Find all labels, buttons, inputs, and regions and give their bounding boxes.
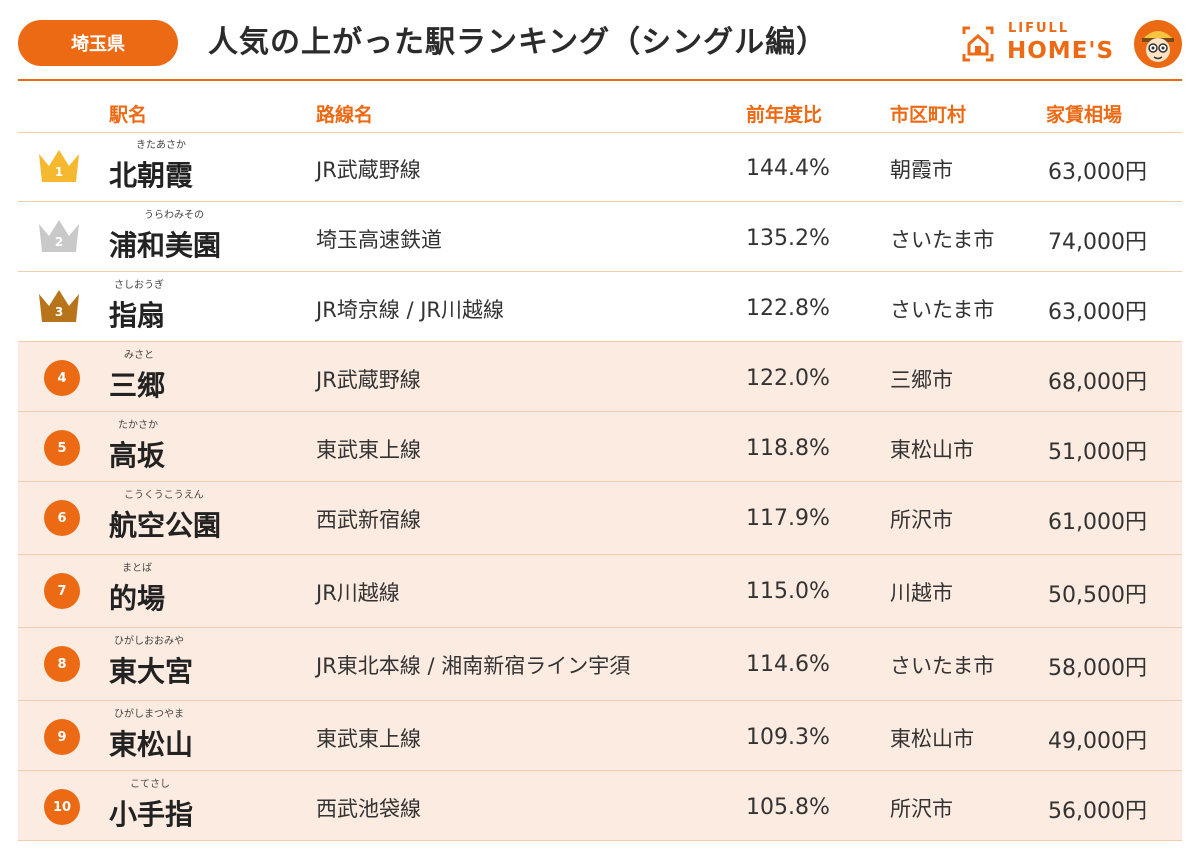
prefecture-badge-label: 埼玉県 — [71, 34, 125, 55]
rent-price: 58,000円 — [1048, 656, 1147, 681]
station-reading: ひがしまつやま — [114, 709, 184, 720]
yoy-percent: 135.2% — [746, 226, 830, 251]
station-name: 小手指 — [109, 798, 194, 831]
rent-price: 68,000円 — [1048, 370, 1147, 395]
header-station: 駅名 — [109, 104, 148, 126]
station-name: 航空公園 — [109, 509, 222, 542]
line-name: JR川越線 — [316, 581, 400, 605]
logo-text-lifull: LIFULL — [1008, 21, 1070, 36]
station-name: 三郷 — [109, 369, 166, 402]
city-name: さいたま市 — [890, 298, 995, 322]
bronze-crown-icon: 3 — [39, 290, 79, 322]
house-icon — [962, 26, 994, 62]
station-name: 東松山 — [109, 728, 194, 761]
line-name: JR東北本線 / 湘南新宿ライン宇須 — [316, 654, 631, 678]
rank-badge: 10 — [44, 789, 80, 825]
ranking-table: 1 きたあさか 北朝霞 JR武蔵野線 144.4% 朝霞市 63,000円 2 … — [18, 132, 1182, 841]
table-row: 3 さしおうぎ 指扇 JR埼京線 / JR川越線 122.8% さいたま市 63… — [18, 272, 1182, 342]
page-title: 人気の上がった駅ランキング（シングル編） — [208, 25, 828, 60]
rent-price: 51,000円 — [1048, 440, 1147, 465]
station-reading: まとば — [122, 563, 152, 574]
station-name: 的場 — [109, 582, 166, 615]
line-name: 埼玉高速鉄道 — [316, 228, 442, 252]
station-name: 高坂 — [109, 439, 166, 472]
yoy-percent: 122.8% — [746, 296, 830, 321]
rent-price: 63,000円 — [1048, 300, 1147, 325]
header-yoy: 前年度比 — [746, 104, 823, 126]
table-row: 5 たかさか 高坂 東武東上線 118.8% 東松山市 51,000円 — [18, 412, 1182, 482]
city-name: 三郷市 — [890, 368, 953, 392]
station-name: 浦和美園 — [109, 229, 222, 262]
station-reading: ひがしおおみや — [114, 636, 184, 647]
table-header: 駅名 路線名 前年度比 市区町村 家賃相場 — [18, 82, 1182, 133]
table-row: 4 みさと 三郷 JR武蔵野線 122.0% 三郷市 68,000円 — [18, 342, 1182, 412]
header-city: 市区町村 — [890, 104, 967, 126]
station-reading: みさと — [124, 350, 154, 361]
prefecture-badge: 埼玉県 — [18, 20, 178, 66]
line-name: JR武蔵野線 — [316, 158, 421, 182]
yoy-percent: 114.6% — [746, 652, 830, 677]
station-reading: うらわみその — [144, 210, 204, 221]
yoy-percent: 117.9% — [746, 506, 830, 531]
line-name: 東武東上線 — [316, 438, 421, 462]
rent-price: 63,000円 — [1048, 160, 1147, 185]
yoy-percent: 118.8% — [746, 436, 830, 461]
table-row: 6 こうくうこうえん 航空公園 西武新宿線 117.9% 所沢市 61,000円 — [18, 482, 1182, 555]
rank-badge: 5 — [44, 430, 80, 466]
city-name: さいたま市 — [890, 654, 995, 678]
table-row: 1 きたあさか 北朝霞 JR武蔵野線 144.4% 朝霞市 63,000円 — [18, 132, 1182, 202]
station-name: 指扇 — [109, 299, 166, 332]
city-name: 東松山市 — [890, 438, 974, 462]
station-reading: きたあさか — [136, 140, 186, 151]
rank-badge: 8 — [44, 646, 80, 682]
rank-number: 1 — [55, 165, 63, 179]
rank-number: 2 — [55, 235, 63, 249]
yoy-percent: 115.0% — [746, 579, 830, 604]
table-row: 10 こてさし 小手指 西武池袋線 105.8% 所沢市 56,000円 — [18, 771, 1182, 841]
yoy-percent: 144.4% — [746, 156, 830, 181]
line-name: JR埼京線 / JR川越線 — [316, 298, 504, 322]
station-name: 東大宮 — [109, 655, 194, 688]
lifull-homes-logo: LIFULL HOME'S — [958, 18, 1184, 70]
table-row: 8 ひがしおおみや 東大宮 JR東北本線 / 湘南新宿ライン宇須 114.6% … — [18, 628, 1182, 701]
rent-price: 50,500円 — [1048, 583, 1147, 608]
rank-badge: 7 — [44, 573, 80, 609]
table-row: 9 ひがしまつやま 東松山 東武東上線 109.3% 東松山市 49,000円 — [18, 701, 1182, 771]
gold-crown-icon: 1 — [39, 150, 79, 182]
line-name: 西武池袋線 — [316, 797, 421, 821]
silver-crown-icon: 2 — [39, 220, 79, 252]
line-name: 西武新宿線 — [316, 508, 421, 532]
yoy-percent: 122.0% — [746, 366, 830, 391]
yoy-percent: 105.8% — [746, 795, 830, 820]
line-name: JR武蔵野線 — [316, 368, 421, 392]
station-reading: こてさし — [130, 779, 170, 790]
rank-badge: 6 — [44, 500, 80, 536]
station-reading: こうくうこうえん — [124, 490, 204, 501]
line-name: 東武東上線 — [316, 727, 421, 751]
title-divider — [18, 79, 1182, 81]
rent-price: 74,000円 — [1048, 230, 1147, 255]
city-name: さいたま市 — [890, 228, 995, 252]
city-name: 川越市 — [890, 581, 953, 605]
logo-text-homes: HOME'S — [1007, 38, 1115, 64]
rent-price: 49,000円 — [1048, 729, 1147, 754]
rank-badge: 4 — [44, 360, 80, 396]
station-reading: さしおうぎ — [114, 280, 164, 291]
city-name: 所沢市 — [890, 797, 953, 821]
station-name: 北朝霞 — [109, 159, 194, 192]
rent-price: 61,000円 — [1048, 510, 1147, 535]
city-name: 所沢市 — [890, 508, 953, 532]
station-reading: たかさか — [118, 420, 158, 431]
rank-number: 3 — [55, 305, 63, 319]
rent-price: 56,000円 — [1048, 799, 1147, 824]
header-line: 路線名 — [316, 104, 374, 126]
yoy-percent: 109.3% — [746, 725, 830, 750]
table-row: 2 うらわみその 浦和美園 埼玉高速鉄道 135.2% さいたま市 74,000… — [18, 202, 1182, 272]
header-rent: 家賃相場 — [1046, 104, 1123, 126]
mascot-icon — [1134, 20, 1182, 68]
table-row: 7 まとば 的場 JR川越線 115.0% 川越市 50,500円 — [18, 555, 1182, 628]
city-name: 朝霞市 — [890, 158, 953, 182]
rank-badge: 9 — [44, 719, 80, 755]
city-name: 東松山市 — [890, 727, 974, 751]
